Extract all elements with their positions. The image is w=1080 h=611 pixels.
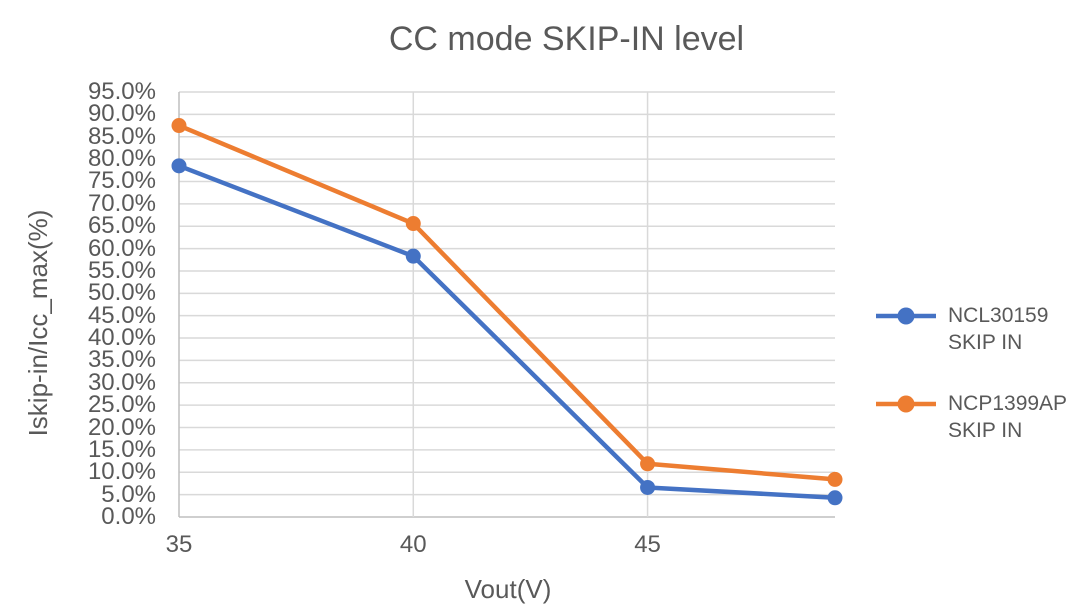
y-axis-tick-label: 5.0%: [101, 480, 156, 508]
data-point: [171, 118, 187, 134]
y-axis-tick-label: 0.0%: [101, 503, 156, 530]
data-point: [827, 490, 843, 506]
y-axis-tick-label: 25.0%: [87, 391, 156, 419]
y-axis-tick-label: 45.0%: [87, 301, 156, 329]
data-point: [171, 158, 187, 174]
y-axis-tick-label: 10.0%: [87, 458, 156, 486]
y-axis-tick-label: 90.0%: [87, 100, 156, 128]
y-axis-tick-label: 30.0%: [87, 368, 156, 396]
x-axis-tick-label: 35: [165, 531, 193, 558]
series-line-1: [176, 123, 838, 482]
x-axis-tick-label: 40: [399, 531, 427, 558]
data-point: [640, 479, 656, 495]
x-axis-title: Vout(V): [464, 574, 552, 604]
legend: NCL30159 SKIP IN NCP1399AP SKIP IN: [876, 302, 1076, 478]
chart-title: CC mode SKIP-IN level: [388, 20, 745, 58]
data-point: [640, 456, 656, 472]
y-axis-tick-label: 95.0%: [87, 78, 156, 105]
legend-dot-icon: [897, 395, 915, 413]
y-axis-tick-label: 50.0%: [87, 279, 156, 307]
data-point: [405, 216, 421, 232]
y-axis-tick-label: 20.0%: [87, 413, 156, 441]
y-axis-tick-label: 80.0%: [87, 145, 156, 173]
legend-item: NCL30159 SKIP IN: [876, 302, 1076, 356]
x-axis-tick-label: 45: [634, 531, 661, 558]
y-axis-tick-label: 15.0%: [87, 435, 156, 463]
legend-series-marker-icon: [876, 395, 936, 413]
series-line-0: [176, 163, 838, 501]
legend-label: NCP1399AP SKIP IN: [948, 392, 1067, 442]
y-axis-tick-label: 40.0%: [87, 324, 156, 352]
legend-item: NCP1399AP SKIP IN: [876, 390, 1076, 444]
legend-series-marker-icon: [876, 307, 936, 325]
data-point: [405, 248, 421, 264]
y-axis-tick-label: 55.0%: [87, 256, 156, 284]
y-axis-tick-label: 65.0%: [87, 212, 156, 240]
y-axis-tick-label: 75.0%: [87, 167, 156, 195]
y-axis-tick-label: 35.0%: [87, 346, 156, 374]
y-axis-tick-label: 70.0%: [87, 189, 156, 217]
y-axis-tick-label: 85.0%: [87, 122, 156, 150]
data-point: [827, 471, 843, 487]
legend-dot-icon: [897, 307, 915, 325]
legend-label: NCL30159 SKIP IN: [948, 304, 1049, 354]
y-axis-tick-label: 60.0%: [87, 234, 156, 262]
